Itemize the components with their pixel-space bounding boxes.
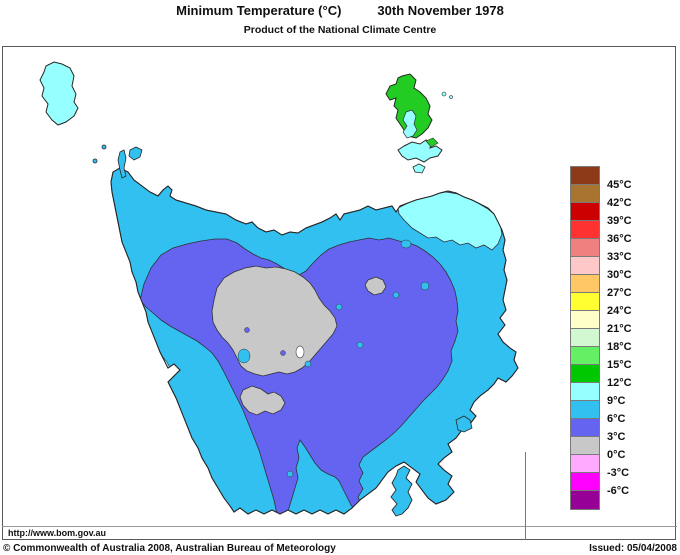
clarke-island (412, 163, 426, 174)
legend-label: 30°C (607, 269, 632, 281)
issued-date: Issued: 05/04/2008 (589, 543, 677, 554)
cape-barren-green-tip (425, 137, 439, 148)
legend-label: 24°C (607, 305, 632, 317)
maria-island (455, 415, 473, 433)
legend-swatch (571, 275, 599, 293)
legend-swatch (571, 185, 599, 203)
spots-3-6c (244, 327, 286, 356)
page-title: Minimum Temperature (°C) (176, 3, 342, 18)
legend-swatch (571, 401, 599, 419)
legend-swatch (571, 491, 599, 509)
legend-swatch (571, 347, 599, 365)
region-0-3c-south (239, 385, 286, 416)
legend-swatch (571, 329, 599, 347)
legend: 45°C 42°C 39°C 36°C 33°C 30°C 27°C 24°C 21°C 18°C… (570, 166, 660, 510)
legend-label: 9°C (607, 395, 626, 407)
legend-swatch (571, 203, 599, 221)
legend-swatch (571, 293, 599, 311)
footer-divider-line (2, 526, 677, 527)
legend-swatch (571, 239, 599, 257)
legend-swatch (571, 419, 599, 437)
bom-url: http://www.bom.gov.au (8, 528, 106, 538)
legend-divider-line (525, 452, 526, 540)
legend-label: 36°C (607, 233, 632, 245)
legend-swatch (571, 365, 599, 383)
page-date: 30th November 1978 (377, 3, 504, 18)
legend-label: 12°C (607, 377, 632, 389)
legend-label: 0°C (607, 449, 626, 461)
header: Minimum Temperature (°C) 30th November 1… (0, 3, 680, 18)
legend-swatch (571, 311, 599, 329)
legend-label: 18°C (607, 341, 632, 353)
region-0-3c-northeast (364, 276, 387, 296)
flinders-island-cool-patch (402, 109, 418, 139)
legend-label: -6°C (607, 485, 630, 497)
page-subtitle: Product of the National Climate Centre (243, 24, 437, 36)
legend-label: 3°C (607, 431, 626, 443)
legend-swatch (571, 437, 599, 455)
legend-label: 39°C (607, 215, 632, 227)
bruny-island (390, 465, 413, 517)
legend-label: -3°C (607, 467, 630, 479)
king-island (39, 61, 79, 126)
legend-swatch (571, 455, 599, 473)
legend-swatch (571, 257, 599, 275)
flinders-islets (441, 91, 453, 99)
legend-label: 27°C (607, 287, 632, 299)
map-frame (2, 46, 676, 540)
legend-label: 33°C (607, 251, 632, 263)
legend-label: 6°C (607, 413, 626, 425)
legend-label: 42°C (607, 197, 632, 209)
copyright-text: © Commonwealth of Australia 2008, Austra… (3, 543, 336, 554)
northwest-islands (92, 144, 143, 179)
legend-label: 15°C (607, 359, 632, 371)
legend-swatch (571, 473, 599, 491)
legend-swatch (571, 221, 599, 239)
region-0-3c-central (211, 265, 338, 377)
legend-swatch (571, 167, 599, 185)
legend-bar (570, 166, 600, 510)
legend-label: 45°C (607, 179, 632, 191)
cape-barren-island (397, 139, 443, 163)
lake (295, 345, 305, 359)
legend-swatch (571, 383, 599, 401)
legend-label: 21°C (607, 323, 632, 335)
spots-6-9c (237, 239, 430, 478)
